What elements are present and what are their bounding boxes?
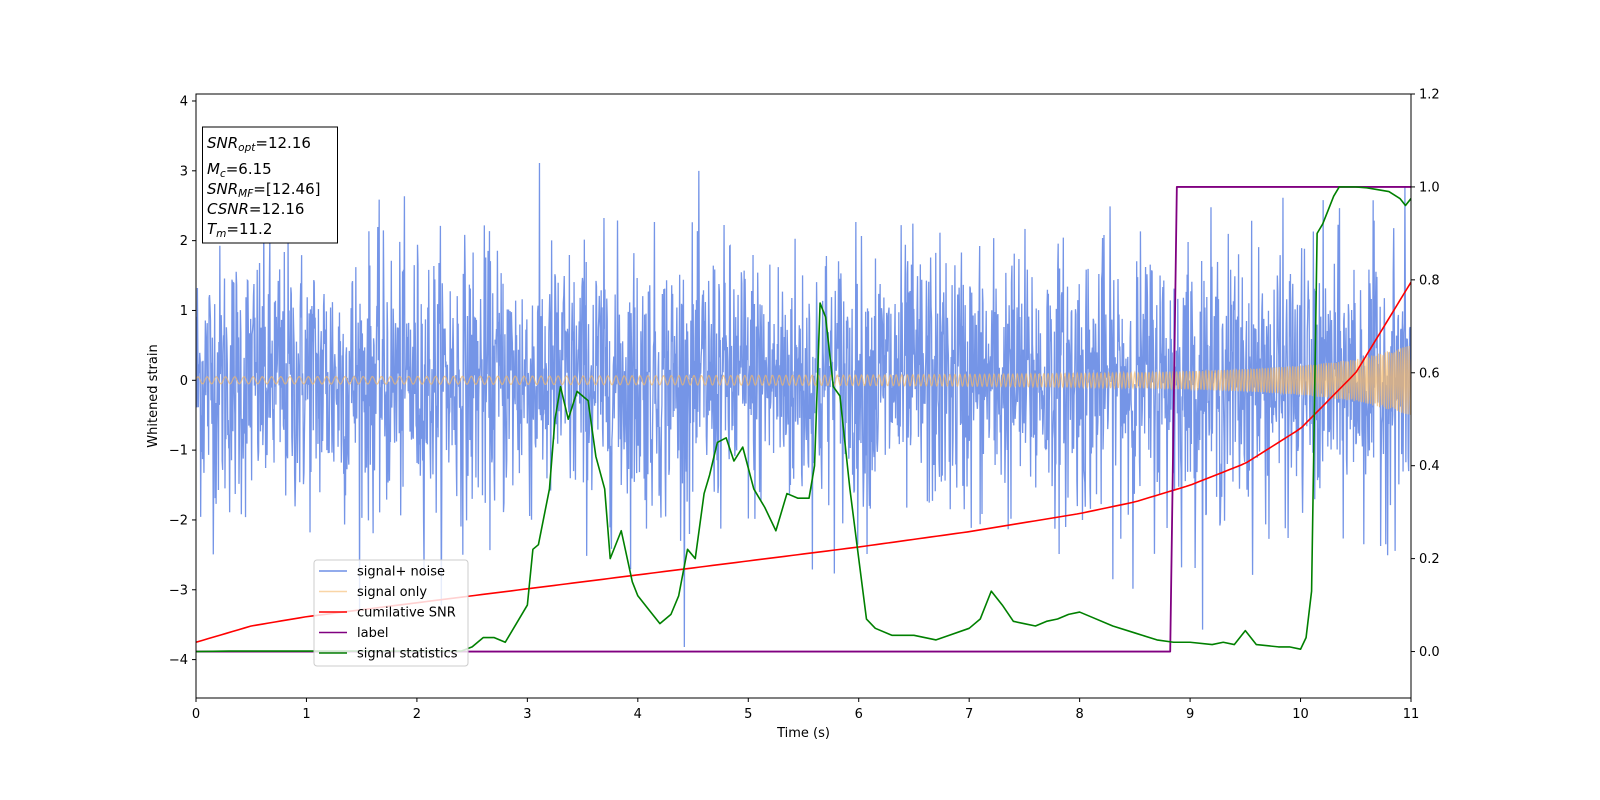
y-tick-label: −4 xyxy=(169,653,188,668)
annotation-snr-mf: SNRMF=[12.46] xyxy=(207,180,321,200)
legend-label: signal only xyxy=(357,585,427,600)
legend-frame xyxy=(313,559,469,667)
x-tick-label: 0 xyxy=(192,707,200,722)
y-tick-label: −2 xyxy=(169,513,188,528)
legend-label: signal+ noise xyxy=(357,565,445,580)
x-tick-label: 5 xyxy=(744,707,752,722)
y2-tick-label: 0.2 xyxy=(1419,552,1440,567)
y-tick-label: 3 xyxy=(180,164,188,179)
y2-tick-label: 0.8 xyxy=(1419,273,1440,288)
legend-label: label xyxy=(357,626,388,641)
annotation-box: SNRopt=12.16 Mc=6.15 SNRMF=[12.46] CSNR=… xyxy=(202,126,338,244)
legend-label: signal statistics xyxy=(357,647,458,662)
annotation-csnr: CSNR=12.16 xyxy=(207,200,304,218)
x-tick-label: 9 xyxy=(1186,707,1194,722)
y-axis-left: −4 −3 −2 −1 0 1 2 3 4 xyxy=(169,94,196,668)
x-tick-label: 11 xyxy=(1403,707,1420,722)
y2-tick-label: 1.2 xyxy=(1419,88,1440,103)
x-axis: 0 1 2 3 4 5 6 7 8 9 10 11 xyxy=(192,698,1419,722)
x-tick-label: 2 xyxy=(413,707,421,722)
y-tick-label: 0 xyxy=(180,374,188,389)
x-tick-label: 8 xyxy=(1075,707,1083,722)
legend-label: cumilative SNR xyxy=(357,606,456,621)
y-axis-label: Whitened strain xyxy=(146,344,161,447)
annotation-mc: Mc=6.15 xyxy=(207,160,272,180)
y2-tick-label: 1.0 xyxy=(1419,180,1440,195)
y-axis-right: 0.0 0.2 0.4 0.6 0.8 1.0 1.2 xyxy=(1411,88,1440,660)
y2-tick-label: 0.6 xyxy=(1419,366,1440,381)
x-tick-label: 1 xyxy=(302,707,310,722)
y-tick-label: 4 xyxy=(180,94,188,109)
y2-tick-label: 0.0 xyxy=(1419,645,1440,660)
x-axis-label: Time (s) xyxy=(776,726,830,741)
y-tick-label: −3 xyxy=(169,583,188,598)
annotation-tm: Tm=11.2 xyxy=(207,220,272,240)
series-label xyxy=(196,186,1411,653)
x-tick-label: 4 xyxy=(634,707,642,722)
axes-frame xyxy=(195,93,1412,699)
y2-tick-label: 0.4 xyxy=(1419,459,1440,474)
series-signal-only xyxy=(196,345,1411,415)
y-tick-label: 2 xyxy=(180,234,188,249)
series-signal-statistics xyxy=(196,186,1411,653)
series-signal-noise xyxy=(196,163,1411,648)
annotation-snr-opt: SNRopt=12.16 xyxy=(207,134,311,154)
x-tick-label: 10 xyxy=(1292,707,1309,722)
legend: signal+ noise signal only cumilative SNR la… xyxy=(313,559,469,667)
y-tick-label: 1 xyxy=(180,304,188,319)
annotation-frame xyxy=(202,126,338,244)
x-tick-label: 3 xyxy=(523,707,531,722)
x-tick-label: 7 xyxy=(965,707,973,722)
y-tick-label: −1 xyxy=(169,444,188,459)
x-tick-label: 6 xyxy=(855,707,863,722)
